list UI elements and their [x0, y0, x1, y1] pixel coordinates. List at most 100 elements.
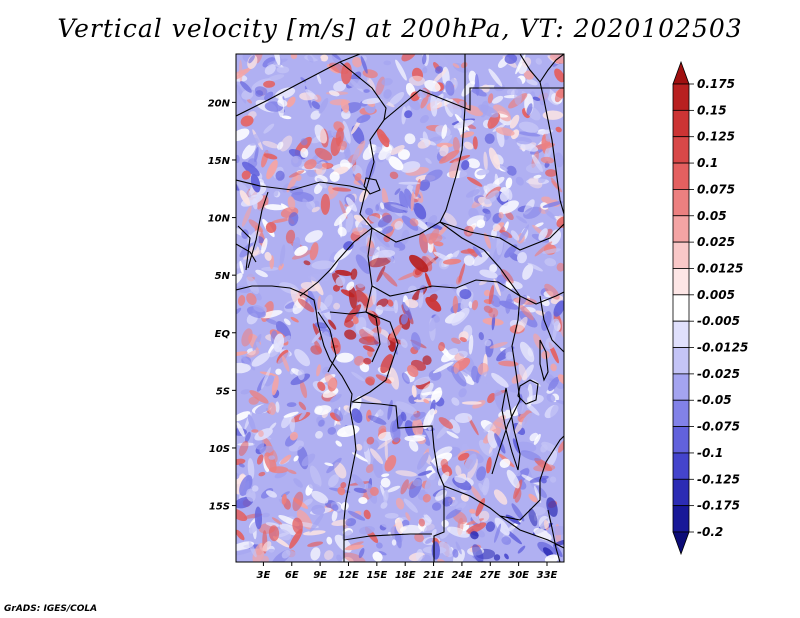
field-patch [516, 402, 528, 415]
field-patch [424, 79, 441, 92]
field-patch [261, 367, 271, 390]
field-patch [467, 158, 480, 169]
field-patch [472, 136, 478, 150]
field-patch [316, 364, 321, 377]
field-patch [265, 522, 280, 527]
colorbar-label: 0.05 [697, 209, 727, 223]
field-patch [557, 439, 564, 453]
lon-tick-label: 33E [537, 570, 558, 581]
field-patch [289, 186, 304, 196]
field-patch [315, 430, 323, 439]
field-patch [459, 288, 472, 300]
field-patch [353, 487, 367, 494]
field-patch [465, 522, 487, 534]
field-patch [378, 425, 387, 435]
field-patch [470, 485, 483, 503]
field-patch [395, 401, 418, 415]
field-patch [388, 132, 397, 142]
field-patch [279, 523, 301, 536]
lon-tick-label: 24E [452, 570, 473, 581]
coast-gulf-of-guinea [236, 285, 357, 562]
lat-tick-label: 10N [208, 214, 231, 225]
field-patch [352, 315, 359, 324]
field-patch [288, 170, 305, 178]
border-niger-south [236, 179, 367, 191]
colorbar-label: 0.075 [697, 182, 735, 196]
field-patch [421, 161, 429, 169]
field-patch [407, 364, 419, 378]
field-patch [441, 519, 449, 528]
field-patch [388, 324, 402, 341]
field-patch [363, 357, 372, 365]
field-patch [324, 550, 334, 560]
field-patch [545, 430, 564, 439]
field-patch [467, 458, 478, 480]
field-patch [552, 320, 558, 341]
field-patch [311, 504, 326, 515]
field-patch [335, 127, 344, 147]
field-patch [379, 519, 393, 529]
field-patch [408, 477, 423, 498]
field-patch [336, 554, 342, 562]
field-patch [389, 145, 405, 155]
field-patch [317, 295, 321, 310]
map-title: Vertical velocity [m/s] at 200hPa, VT: 2… [57, 14, 743, 43]
field-patch [517, 545, 526, 554]
border-libya-egypt [464, 54, 564, 111]
field-patch [269, 422, 277, 431]
field-patch [484, 190, 500, 205]
colorbar-swatch [672, 268, 690, 296]
border-angola-zambia [433, 486, 445, 562]
field-patch [416, 452, 429, 470]
border-car-south [371, 279, 521, 297]
field-patch [525, 163, 546, 174]
field-patch [461, 401, 482, 405]
field-patch [414, 533, 425, 543]
field-patch [358, 526, 375, 535]
field-patch [321, 331, 330, 346]
field-patch [430, 387, 443, 404]
field-patch [439, 145, 449, 157]
field-patch [292, 517, 303, 534]
field-patch [311, 101, 321, 110]
field-patch [483, 151, 488, 171]
field-patch [455, 541, 462, 555]
field-patch [417, 470, 433, 476]
field-patch [439, 541, 454, 558]
colorbar-swatch [672, 215, 690, 243]
field-patch [526, 103, 533, 116]
field-patch [275, 528, 292, 541]
field-patch [268, 402, 277, 415]
field-patch [362, 345, 375, 352]
field-patch [544, 554, 559, 562]
border-drc-zambia [443, 461, 547, 521]
field-patch [454, 475, 466, 484]
colorbar-swatch [672, 109, 690, 138]
border-gabon [317, 311, 337, 373]
field-patch [307, 55, 314, 63]
field-patch [241, 328, 253, 347]
field-patch [498, 200, 519, 214]
colorbar-label: -0.1 [697, 446, 723, 460]
coast-red-sea [519, 54, 564, 83]
field-patch [298, 410, 307, 421]
field-patch [498, 164, 509, 172]
field-patch [475, 497, 486, 517]
field-patch [324, 462, 334, 467]
field-patch [524, 70, 534, 80]
field-patch [264, 251, 272, 261]
field-patch [541, 350, 550, 360]
field-patch [342, 530, 353, 541]
field-patch [550, 363, 557, 372]
field-patch [275, 401, 280, 413]
field-patch [387, 399, 393, 420]
lon-tick-label: 30E [508, 570, 529, 581]
field-patch [236, 472, 240, 480]
field-patch [501, 536, 512, 545]
colorbar-label: -0.0125 [697, 341, 748, 355]
field-patch [489, 415, 506, 433]
field-patch [388, 91, 405, 106]
field-patch [438, 342, 446, 352]
field-patch [340, 99, 350, 113]
